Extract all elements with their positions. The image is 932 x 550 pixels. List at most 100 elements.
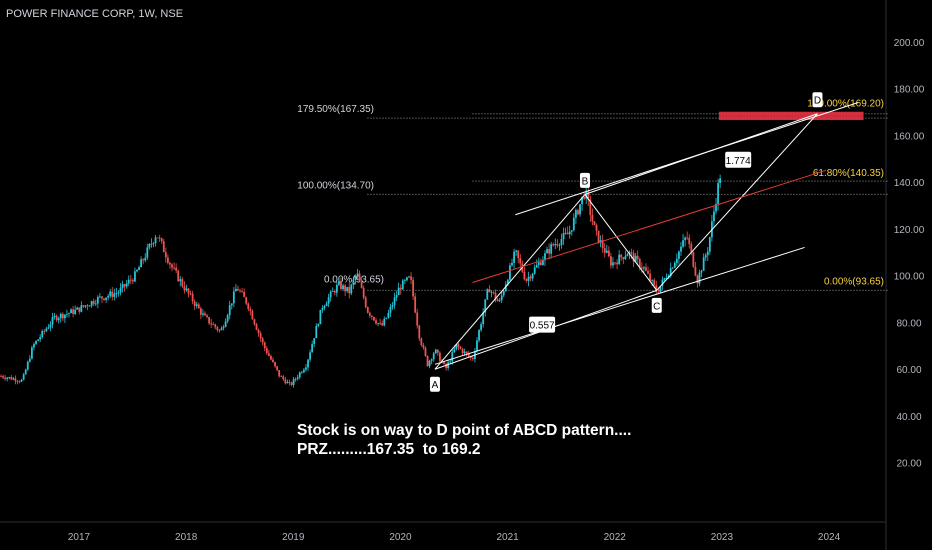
candle-body (331, 291, 334, 292)
candle-body (537, 262, 540, 265)
candle (529, 274, 532, 282)
candle (191, 290, 194, 305)
candle (568, 225, 571, 239)
candle-body (562, 233, 565, 240)
candle-body (618, 254, 621, 265)
candle-body (220, 328, 223, 331)
candle-body (601, 240, 604, 249)
ratio-label-box (529, 316, 556, 333)
candle (272, 357, 274, 363)
candle (445, 362, 447, 371)
candle-body (187, 288, 190, 294)
candle (321, 305, 324, 313)
y-tick-label: 40.00 (896, 412, 921, 423)
candle-body (72, 309, 75, 314)
candle-body (191, 293, 194, 302)
candle-body (70, 309, 72, 314)
candle (55, 314, 58, 322)
candle-body (127, 279, 130, 284)
candle (418, 324, 421, 342)
candle-body (228, 305, 231, 316)
candle (393, 292, 396, 309)
candle-body (49, 324, 52, 328)
candle (253, 318, 256, 326)
candle (14, 375, 17, 385)
candle-body (642, 267, 645, 269)
candle (570, 230, 573, 236)
candle-body (150, 243, 153, 245)
candle (302, 367, 305, 374)
candlestick-series (0, 174, 722, 388)
candle-body (140, 259, 143, 268)
candle-body (416, 312, 419, 326)
candle (354, 274, 357, 285)
candle (593, 221, 596, 226)
candle (678, 250, 680, 265)
candle-body (257, 329, 260, 334)
candle-body (142, 259, 145, 261)
candle (226, 313, 229, 324)
candle-body (362, 287, 365, 298)
y-tick-label: 120.00 (894, 225, 925, 236)
candle-body (463, 351, 466, 354)
candle-body (80, 305, 83, 312)
candle (356, 268, 359, 281)
x-tick-label: 2019 (282, 532, 305, 543)
candle-body (597, 230, 600, 243)
candle (284, 376, 287, 385)
candle-body (589, 199, 592, 216)
candle (88, 305, 91, 307)
candle-body (6, 377, 9, 379)
candle (618, 249, 621, 265)
candle-body (99, 296, 101, 298)
candle-body (84, 305, 87, 307)
candle-body (647, 270, 649, 274)
candle (156, 237, 159, 239)
candle (515, 249, 518, 256)
candle (426, 355, 429, 367)
candle-body (574, 210, 577, 218)
candle (368, 311, 371, 319)
candle-body (360, 281, 363, 288)
candle-body (160, 238, 163, 242)
point-label-b-box (579, 172, 590, 188)
candle (511, 258, 513, 267)
candle-body (595, 225, 598, 231)
candle (214, 323, 217, 330)
candle (255, 322, 258, 331)
candle-body (90, 301, 93, 306)
candle-body (202, 313, 204, 315)
candle-body (492, 291, 495, 293)
candle-body (694, 266, 697, 276)
candle-body (488, 289, 491, 293)
candle-body (185, 288, 188, 291)
candle-body (16, 381, 19, 383)
candle-body (366, 307, 369, 313)
candle (430, 358, 433, 365)
candle (535, 259, 538, 269)
candle-body (189, 293, 192, 295)
candle-body (317, 324, 320, 326)
candle-body (10, 377, 13, 380)
pattern-overlay: A B C D 0.557 1.774 (429, 92, 864, 392)
candle (342, 283, 344, 292)
candle (59, 312, 62, 323)
candle-body (284, 379, 287, 384)
candle (523, 266, 526, 281)
candle-body (35, 340, 37, 344)
point-label-c: C (653, 301, 660, 312)
candle-body (265, 348, 268, 354)
candle (189, 290, 192, 296)
candle-body (311, 343, 314, 353)
candle (537, 257, 540, 269)
candle-body (566, 232, 569, 235)
candle-body (14, 378, 17, 382)
candle-body (523, 271, 526, 280)
candle-body (245, 297, 248, 304)
candle (566, 226, 569, 235)
candle (144, 253, 147, 263)
candle-body (300, 372, 303, 374)
candle-body (82, 305, 85, 307)
candle-body (321, 307, 324, 310)
